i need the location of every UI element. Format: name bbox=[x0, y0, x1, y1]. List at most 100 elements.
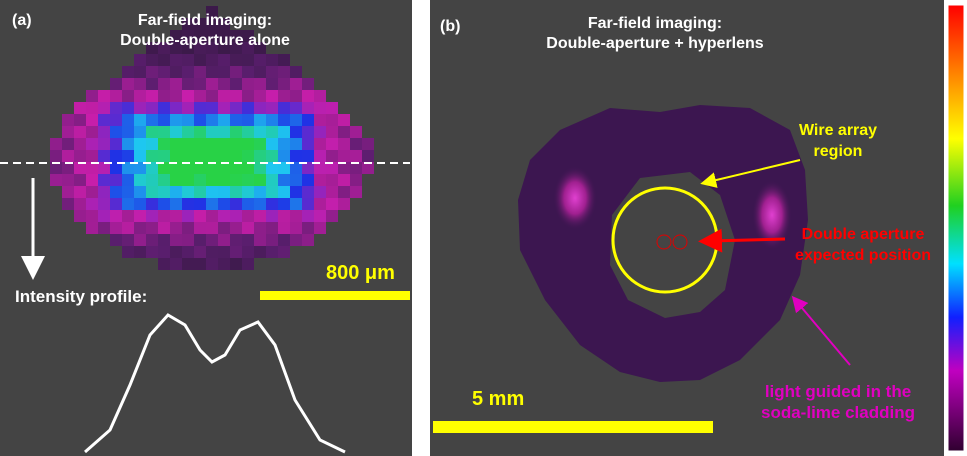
pixel bbox=[362, 162, 374, 174]
pixel bbox=[230, 90, 242, 102]
pixel bbox=[314, 210, 326, 222]
pixel bbox=[110, 198, 122, 210]
pixel bbox=[146, 234, 158, 246]
pixel bbox=[182, 18, 194, 30]
pixel bbox=[62, 150, 74, 162]
pixel bbox=[230, 198, 242, 210]
pixel bbox=[182, 210, 194, 222]
pixel bbox=[182, 258, 194, 270]
pixel bbox=[266, 234, 278, 246]
pixel bbox=[206, 186, 218, 198]
pixel bbox=[194, 198, 206, 210]
pixel bbox=[74, 174, 86, 186]
pixel bbox=[98, 150, 110, 162]
pixel bbox=[170, 138, 182, 150]
pixel bbox=[362, 150, 374, 162]
pixel bbox=[302, 78, 314, 90]
pixel bbox=[326, 114, 338, 126]
pixel bbox=[278, 150, 290, 162]
pixel bbox=[218, 246, 230, 258]
pixel bbox=[290, 186, 302, 198]
pixel bbox=[134, 78, 146, 90]
pixel bbox=[86, 186, 98, 198]
colorbar bbox=[947, 4, 965, 452]
pixel bbox=[182, 234, 194, 246]
pixel bbox=[290, 66, 302, 78]
pixel bbox=[134, 174, 146, 186]
pixel bbox=[194, 150, 206, 162]
pixel bbox=[170, 54, 182, 66]
pixel bbox=[302, 126, 314, 138]
pixel bbox=[170, 30, 182, 42]
pixel bbox=[194, 114, 206, 126]
pixel bbox=[266, 90, 278, 102]
pixel bbox=[266, 126, 278, 138]
pixel bbox=[242, 150, 254, 162]
pixel bbox=[134, 210, 146, 222]
pixel bbox=[74, 198, 86, 210]
pixel bbox=[86, 210, 98, 222]
pixel bbox=[158, 150, 170, 162]
pixel bbox=[110, 78, 122, 90]
pixel bbox=[110, 102, 122, 114]
pixel bbox=[194, 234, 206, 246]
pixel bbox=[266, 198, 278, 210]
pixel bbox=[266, 102, 278, 114]
pixel bbox=[146, 126, 158, 138]
arrow bbox=[698, 228, 786, 253]
pixel bbox=[302, 90, 314, 102]
pixel bbox=[134, 198, 146, 210]
annotation: region bbox=[813, 143, 863, 160]
pixel bbox=[290, 150, 302, 162]
pixel bbox=[206, 90, 218, 102]
pixel bbox=[194, 18, 206, 30]
pixel bbox=[110, 150, 122, 162]
pixel bbox=[302, 234, 314, 246]
pixel bbox=[230, 126, 242, 138]
pixel bbox=[158, 198, 170, 210]
pixel bbox=[110, 126, 122, 138]
pixel bbox=[122, 114, 134, 126]
pixel bbox=[242, 246, 254, 258]
pixel bbox=[230, 210, 242, 222]
pixel bbox=[98, 210, 110, 222]
pixel bbox=[290, 102, 302, 114]
pixel bbox=[266, 246, 278, 258]
pixel bbox=[290, 114, 302, 126]
pixel bbox=[158, 222, 170, 234]
pixel bbox=[134, 126, 146, 138]
pixel bbox=[110, 210, 122, 222]
pixel bbox=[170, 246, 182, 258]
pixel bbox=[194, 78, 206, 90]
pixel bbox=[206, 258, 218, 270]
title: Far-field imaging: bbox=[137, 12, 273, 29]
pixel bbox=[290, 174, 302, 186]
pixel bbox=[74, 114, 86, 126]
pixel bbox=[206, 138, 218, 150]
pixel bbox=[98, 222, 110, 234]
pixel bbox=[146, 54, 158, 66]
pixel bbox=[242, 162, 254, 174]
pixel bbox=[266, 174, 278, 186]
pixel bbox=[278, 234, 290, 246]
pixel bbox=[290, 138, 302, 150]
pixel bbox=[254, 126, 266, 138]
pixel bbox=[242, 42, 254, 54]
panel-label: (a) bbox=[12, 12, 32, 29]
pixel bbox=[218, 150, 230, 162]
pixel bbox=[290, 222, 302, 234]
pixel bbox=[122, 138, 134, 150]
pixel bbox=[74, 186, 86, 198]
pixel bbox=[278, 246, 290, 258]
pixel bbox=[194, 90, 206, 102]
pixel bbox=[290, 126, 302, 138]
pixel bbox=[218, 90, 230, 102]
scale-bar bbox=[260, 291, 410, 300]
pixel bbox=[314, 162, 326, 174]
pixel bbox=[314, 198, 326, 210]
pixel bbox=[110, 174, 122, 186]
pixel bbox=[254, 162, 266, 174]
pixel bbox=[122, 246, 134, 258]
pixel bbox=[50, 174, 62, 186]
